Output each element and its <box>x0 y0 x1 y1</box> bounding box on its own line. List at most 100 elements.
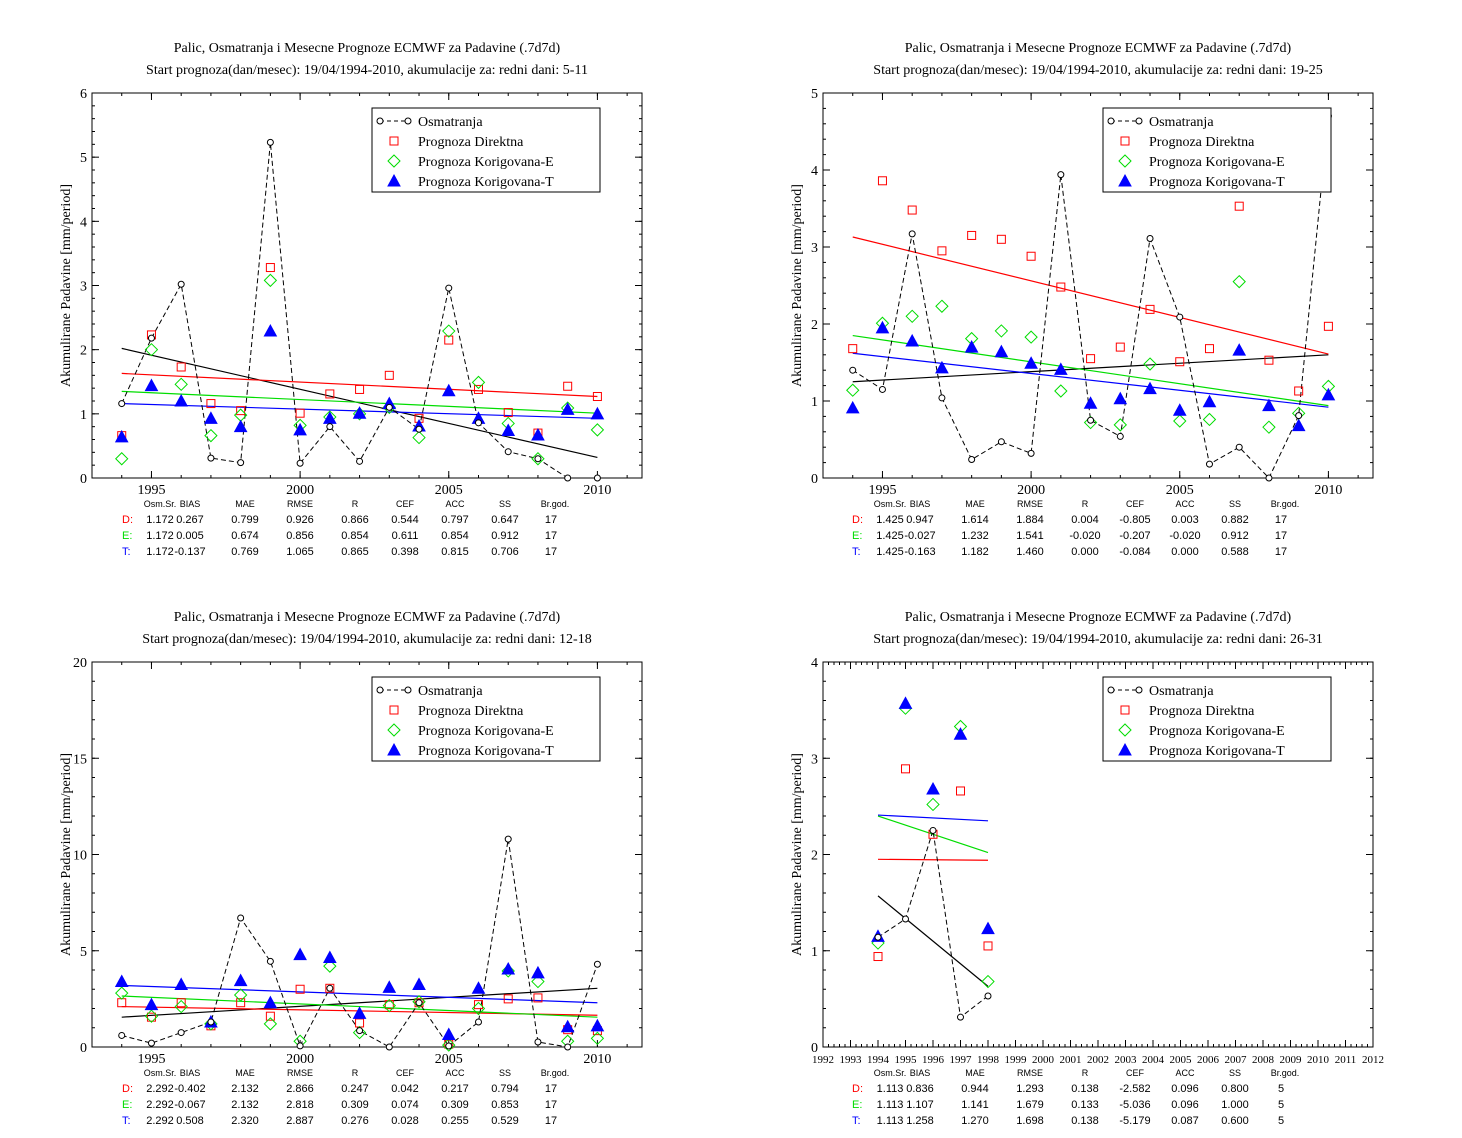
corr-e-point <box>233 988 248 1002</box>
x-tick-label: 2004 <box>1142 1054 1165 1066</box>
direct-point <box>206 399 216 409</box>
stats-value: 2.292 <box>146 1115 174 1127</box>
trend-line-corr_e <box>121 390 598 414</box>
x-tick-label: 2005 <box>435 1052 463 1067</box>
stats-value: 2.818 <box>286 1099 314 1111</box>
trend-line-corr_e <box>852 334 1329 407</box>
y-tick-label: 1 <box>80 408 87 423</box>
direct-point <box>355 384 365 394</box>
corr-e-point <box>174 999 188 1014</box>
obs-point <box>376 686 384 694</box>
direct-point <box>384 370 394 380</box>
chart-title: Palic, Osmatranja i Mesecne Prognoze ECM… <box>174 610 561 625</box>
stats-header: Br.god. <box>541 1068 570 1078</box>
panel-2: Palic, Osmatranja i Mesecne Prognoze ECM… <box>790 41 1374 558</box>
corr-t-point <box>1202 394 1217 408</box>
direct-point <box>901 764 910 774</box>
stats-value: -5.036 <box>1119 1099 1150 1111</box>
corr-e-point <box>263 273 278 288</box>
direct-point <box>877 176 887 186</box>
obs-point <box>404 686 412 694</box>
corr-e-point <box>1143 357 1157 371</box>
stats-row-label: D: <box>852 514 863 526</box>
corr-e-point <box>115 986 129 1000</box>
corr-e-point <box>352 407 367 421</box>
stats-value: 0.255 <box>441 1115 469 1127</box>
x-tick-label: 2005 <box>435 483 463 498</box>
obs-point <box>445 284 453 292</box>
corr-e-point <box>1083 415 1098 430</box>
stats-header: Osm.Sr. <box>874 1068 907 1078</box>
x-tick-label: 1993 <box>840 1054 863 1066</box>
direct-point <box>176 998 186 1008</box>
direct-point <box>473 384 483 394</box>
obs-point <box>356 1027 364 1035</box>
corr-t-point <box>905 333 920 347</box>
y-axis-label: Akumulirane Padavine [mm/period] <box>790 184 805 387</box>
stats-value: 1.172 <box>146 514 174 526</box>
stats-header: CEF <box>396 1068 415 1078</box>
obs-point <box>593 474 601 482</box>
x-tick-label: 1998 <box>977 1054 1000 1066</box>
x-tick-label: 2002 <box>1087 1054 1109 1066</box>
stats-header: R <box>352 499 359 509</box>
stats-header: Osm.Sr. <box>874 499 907 509</box>
x-tick-label: 2005 <box>1166 483 1194 498</box>
x-tick-label: 2010 <box>583 483 611 498</box>
x-tick-label: 2000 <box>1017 483 1045 498</box>
direct-point <box>996 234 1006 244</box>
corr-t-point <box>531 427 545 441</box>
obs-point <box>385 1043 393 1051</box>
direct-point <box>907 205 917 215</box>
corr-e-point <box>471 375 486 390</box>
x-tick-label: 2012 <box>1362 1054 1384 1066</box>
y-tick-label: 3 <box>811 752 818 767</box>
direct-point <box>414 998 424 1008</box>
stats-value: 2.292 <box>146 1099 174 1111</box>
stats-value: 1.884 <box>1016 514 1044 526</box>
legend-label-direct: Prognoza Direktna <box>1149 704 1255 719</box>
chart-subtitle: Start prognoza(dan/mesec): 19/04/1994-20… <box>873 63 1322 78</box>
y-tick-label: 10 <box>73 849 87 864</box>
obs-point <box>504 448 512 456</box>
corr-t-point <box>560 1019 575 1033</box>
corr-t-point <box>1321 387 1336 401</box>
direct-point <box>236 406 246 416</box>
obs-point <box>1205 460 1213 468</box>
corr-e-point <box>412 430 426 445</box>
chart-subtitle: Start prognoza(dan/mesec): 19/04/1994-20… <box>873 632 1322 647</box>
x-tick-label: 1995 <box>137 1052 165 1067</box>
stats-header: MAE <box>235 499 255 509</box>
stats-value: 0.309 <box>341 1099 369 1111</box>
corr-e-point <box>442 1038 456 1052</box>
corr-e-point <box>144 342 159 357</box>
stats-value: 17 <box>545 514 557 526</box>
stats-value: 0.398 <box>391 546 419 558</box>
corr-t-point <box>501 961 516 975</box>
obs-point <box>415 999 423 1007</box>
stats-header: ACC <box>445 499 465 509</box>
stats-header: RMSE <box>287 1068 313 1078</box>
x-tick-label: 1996 <box>922 1054 945 1066</box>
stats-header: ACC <box>1175 499 1195 509</box>
x-tick-label: 1995 <box>895 1054 918 1066</box>
chart-title: Palic, Osmatranja i Mesecne Prognoze ECM… <box>905 41 1292 56</box>
stats-value: 0.674 <box>231 530 259 542</box>
stats-value: 0.000 <box>1171 546 1199 558</box>
direct-point <box>983 941 993 951</box>
obs-point <box>404 117 412 125</box>
corr-t-point <box>1024 356 1038 369</box>
y-tick-label: 0 <box>80 1041 87 1056</box>
stats-header: RMSE <box>1017 499 1043 509</box>
stats-value: 0.815 <box>441 546 469 558</box>
corr-t-point <box>926 782 940 795</box>
stats-header: BIAS <box>910 499 931 509</box>
stats-value: 0.247 <box>341 1083 369 1095</box>
corr-t-point <box>441 1027 456 1040</box>
x-tick-label: 2010 <box>583 1052 611 1067</box>
direct-point <box>1120 136 1130 146</box>
obs-point <box>1135 686 1143 694</box>
chart-subtitle: Start prognoza(dan/mesec): 19/04/1994-20… <box>142 632 591 647</box>
legend-label-corr_e: Prognoza Korigovana-E <box>418 724 554 739</box>
